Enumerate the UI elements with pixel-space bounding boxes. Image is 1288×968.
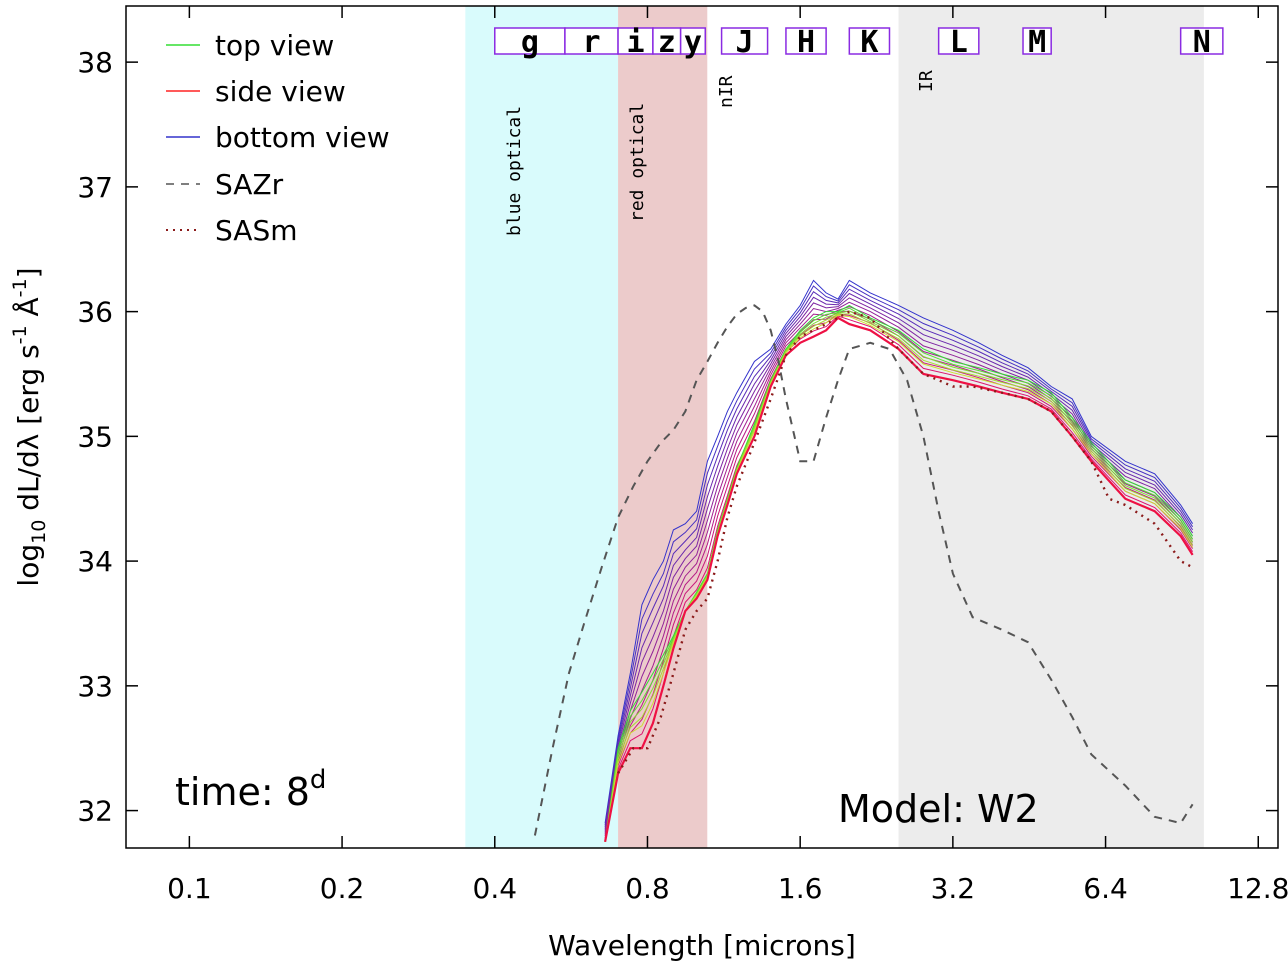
x-tick-label: 0.2 [320, 872, 365, 905]
band-label-blue-optical: blue optical [504, 106, 525, 236]
axis-ticks: 0.1 0.2 0.4 0.8 1.6 3.2 6.4 12.8 32 33 34 35 36 37 38 [77, 6, 1288, 905]
band-labels: blue optical red optical nIR IR [504, 70, 937, 236]
band-label-red-optical: red optical [627, 103, 648, 222]
view-curve-7 [604, 310, 1194, 837]
x-tick-label: 0.1 [167, 872, 212, 905]
view-curve-0 [604, 279, 1194, 824]
filter-label-J: J [736, 25, 754, 60]
band-IR [898, 6, 1204, 848]
model-label: Model: W2 [838, 787, 1039, 831]
top-view-curve-4 [604, 314, 1194, 842]
x-tick-label: 0.8 [625, 872, 670, 905]
legend-label-sasm: SASm [215, 214, 298, 247]
filter-box-M [1022, 27, 1052, 55]
view-curve-3 [604, 292, 1194, 829]
filter-label-i: i [626, 25, 644, 60]
spectrum-curves [533, 279, 1194, 843]
filter-label-H: H [797, 25, 815, 60]
filter-label-L: L [950, 25, 968, 60]
filter-box-y [679, 27, 707, 55]
filter-box-z [652, 27, 682, 55]
filter-label-r: r [582, 25, 600, 60]
y-tick-label: 33 [77, 670, 113, 703]
y-tick-label: 38 [77, 46, 113, 79]
view-curve-1 [604, 284, 1194, 825]
y-tick-label: 36 [77, 296, 113, 329]
band-red-optical [618, 6, 708, 848]
view-curve-5 [604, 301, 1194, 833]
filter-label-M: M [1028, 25, 1046, 60]
wavelength-bands [465, 6, 1204, 848]
legend-label-top: top view [215, 29, 334, 62]
filter-label-K: K [860, 25, 878, 60]
y-axis-label: log10 dL/dλ [erg s-1 Å-1] [9, 267, 50, 586]
top-view-curve-1 [604, 307, 1194, 842]
top-view-curve-3 [604, 313, 1194, 842]
filter-box-g [494, 27, 566, 55]
filter-label-z: z [658, 25, 676, 60]
x-tick-label: 6.4 [1083, 872, 1128, 905]
time-label: time: 8d [175, 765, 326, 814]
y-tick-label: 37 [77, 171, 113, 204]
sazr-curve [533, 304, 1194, 836]
band-label-nIR: nIR [716, 75, 737, 108]
band-blue-optical [465, 6, 619, 848]
x-axis-label: Wavelength [microns] [548, 929, 856, 962]
view-curve-8 [604, 313, 1194, 839]
legend-label-sazr: SAZr [215, 168, 284, 201]
time-sup: d [310, 765, 327, 795]
y-tick-label: 32 [77, 795, 113, 828]
x-tick-label: 1.6 [778, 872, 823, 905]
filter-box-i [617, 27, 654, 55]
filter-box-K [848, 27, 891, 55]
filter-label-g: g [521, 25, 539, 60]
view-curve-2 [604, 288, 1194, 827]
x-tick-label: 3.2 [931, 872, 976, 905]
filter-box-J [720, 27, 769, 55]
legend-label-bottom: bottom view [215, 121, 390, 154]
band-label-IR: IR [916, 70, 937, 92]
filter-box-L [937, 27, 980, 55]
legend-label-side: side view [215, 75, 346, 108]
band-nIR [707, 6, 899, 848]
top-view-curve-0 [604, 304, 1194, 842]
y-tick-label: 35 [77, 420, 113, 453]
filter-label-y: y [684, 25, 702, 60]
filter-label-N: N [1193, 25, 1211, 60]
legend: top view side view bottom view SAZr SASm [166, 29, 390, 247]
view-curve-6 [604, 306, 1194, 835]
filter-box-N [1179, 27, 1224, 55]
view-curve-4 [604, 297, 1194, 831]
y-tick-label: 34 [77, 545, 113, 578]
plot-frame [125, 5, 1279, 849]
top-view-curve-2 [604, 310, 1194, 842]
filter-box-H [785, 27, 827, 55]
x-tick-label: 12.8 [1227, 872, 1288, 905]
sasm-curve [617, 310, 1194, 774]
x-tick-label: 0.4 [473, 872, 518, 905]
